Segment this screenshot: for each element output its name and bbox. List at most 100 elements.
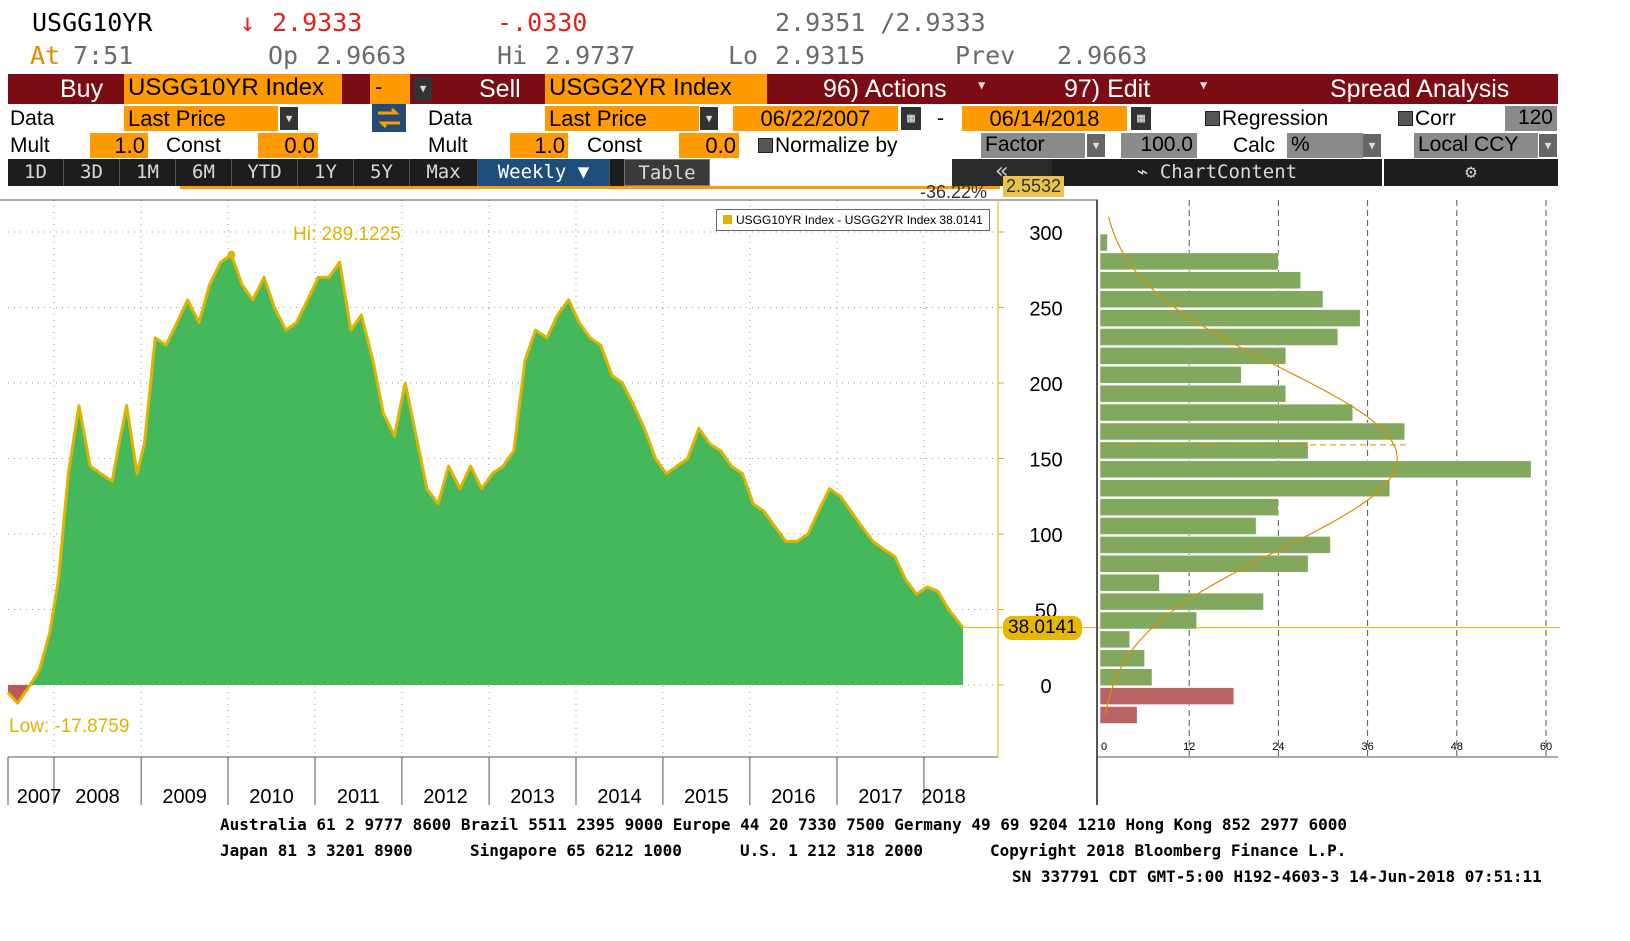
regression-checkbox[interactable] bbox=[1205, 111, 1220, 126]
footer-copyright: Copyright 2018 Bloomberg Finance L.P. bbox=[990, 841, 1347, 860]
histogram-bar bbox=[1099, 252, 1279, 271]
year-label: 2007 bbox=[17, 786, 62, 808]
year-label: 2017 bbox=[858, 786, 903, 808]
histogram-bar bbox=[1099, 573, 1160, 592]
end-calendar-icon[interactable]: ▦ bbox=[1131, 107, 1151, 130]
last-price: 2.9333 bbox=[272, 8, 363, 37]
y-tick-label: 100 bbox=[1029, 525, 1062, 547]
tab-1d[interactable]: 1D bbox=[8, 159, 64, 186]
buy-mult-label: Mult bbox=[10, 134, 50, 157]
corr-checkbox[interactable] bbox=[1398, 111, 1413, 126]
histogram-bar bbox=[1099, 460, 1532, 479]
hist-tick-label: 36 bbox=[1361, 741, 1373, 753]
high-annotation: Hi: 289.1225 bbox=[293, 224, 401, 245]
table-button[interactable]: Table bbox=[624, 159, 710, 186]
y-tick-label: 150 bbox=[1029, 450, 1062, 472]
histogram-bar bbox=[1099, 403, 1353, 422]
buy-security-field[interactable]: USGG10YR Index bbox=[124, 74, 342, 104]
hist-tick-label: 60 bbox=[1540, 741, 1552, 753]
sell-data-dropdown-icon[interactable]: ▼ bbox=[700, 107, 718, 130]
start-date-field[interactable]: 06/22/2007 bbox=[733, 106, 898, 131]
histogram-bar bbox=[1099, 441, 1309, 460]
histogram-bar bbox=[1099, 347, 1287, 365]
normalize-label: Normalize by bbox=[775, 134, 898, 157]
histogram-bar bbox=[1099, 611, 1197, 630]
chart-content-button[interactable]: ⌁ ChartContent bbox=[1052, 159, 1382, 186]
year-label: 2009 bbox=[162, 786, 207, 808]
histogram-bar bbox=[1099, 536, 1331, 554]
y-tick-label: 300 bbox=[1029, 223, 1062, 245]
operator-dropdown-icon[interactable]: ▼ bbox=[414, 77, 432, 101]
edit-menu[interactable]: 97) Edit bbox=[1064, 75, 1151, 103]
tab-3d[interactable]: 3D bbox=[64, 159, 120, 186]
factor-dropdown-icon[interactable]: ▼ bbox=[1087, 134, 1105, 157]
histogram-bar bbox=[1099, 384, 1287, 403]
actions-dropdown-icon[interactable]: ▼ bbox=[978, 78, 986, 92]
currency-field[interactable]: Local CCY bbox=[1414, 133, 1538, 158]
tab-weekly[interactable]: Weekly ▼ bbox=[478, 159, 610, 186]
swap-icon[interactable] bbox=[372, 104, 406, 132]
footer-timestamp: SN 337791 CDT GMT-5:00 H192-4603-3 14-Ju… bbox=[1012, 867, 1542, 886]
histogram-bar bbox=[1099, 687, 1235, 705]
histogram-bar bbox=[1099, 706, 1138, 724]
prev-value: 2.9663 bbox=[1057, 41, 1148, 70]
chart-legend: USGG10YR Index - USGG2YR Index 38.0141 bbox=[716, 209, 990, 231]
calc-dropdown-icon[interactable]: ▼ bbox=[1363, 134, 1381, 157]
calc-field[interactable]: % bbox=[1287, 133, 1363, 158]
tab-1m[interactable]: 1M bbox=[120, 159, 176, 186]
year-label: 2008 bbox=[75, 786, 120, 808]
corr-window-field[interactable]: 120 bbox=[1505, 106, 1557, 131]
histogram-bar bbox=[1099, 366, 1242, 384]
start-calendar-icon[interactable]: ▦ bbox=[901, 107, 921, 130]
prev-label: Prev bbox=[955, 41, 1016, 70]
buy-const-field[interactable]: 0.0 bbox=[258, 133, 318, 158]
hist-tick-label: 48 bbox=[1451, 741, 1463, 753]
calc-label: Calc bbox=[1233, 134, 1276, 157]
buy-const-label: Const bbox=[166, 134, 221, 157]
currency-dropdown-icon[interactable]: ▼ bbox=[1539, 134, 1557, 157]
histogram-bar bbox=[1099, 498, 1279, 516]
year-label: 2018 bbox=[921, 786, 966, 808]
last-value-tag: 38.0141 bbox=[1003, 616, 1082, 640]
end-date-field[interactable]: 06/14/2018 bbox=[962, 106, 1127, 131]
sell-security-field[interactable]: USGG2YR Index bbox=[545, 74, 767, 104]
operator-field[interactable]: - bbox=[370, 74, 410, 104]
net-change: -.0330 bbox=[497, 8, 588, 37]
normalize-checkbox[interactable] bbox=[758, 138, 773, 153]
sell-const-field[interactable]: 0.0 bbox=[679, 133, 739, 158]
buy-mult-field[interactable]: 1.0 bbox=[90, 133, 148, 158]
tab-ytd[interactable]: YTD bbox=[232, 159, 298, 186]
sell-data-field[interactable]: Last Price bbox=[545, 106, 699, 131]
histogram-bar bbox=[1099, 309, 1361, 327]
actions-menu[interactable]: 96) Actions bbox=[823, 75, 947, 103]
gear-icon[interactable]: ⚙ bbox=[1384, 159, 1558, 186]
open-label: Op bbox=[268, 41, 299, 70]
hist-tick-label: 24 bbox=[1272, 741, 1284, 753]
edit-dropdown-icon[interactable]: ▼ bbox=[1200, 78, 1208, 92]
tab-1y[interactable]: 1Y bbox=[298, 159, 354, 186]
hist-tick-label: 12 bbox=[1183, 741, 1195, 753]
sell-mult-field[interactable]: 1.0 bbox=[510, 133, 568, 158]
year-label: 2011 bbox=[337, 786, 380, 808]
factor-field[interactable]: Factor bbox=[981, 133, 1085, 158]
buy-data-field[interactable]: Last Price bbox=[124, 106, 278, 131]
low-annotation: Low: -17.8759 bbox=[9, 716, 130, 737]
tab-max[interactable]: Max bbox=[410, 159, 478, 186]
tab-5y[interactable]: 5Y bbox=[354, 159, 410, 186]
low-label: Lo bbox=[728, 41, 759, 70]
chart-icon: ⌁ bbox=[1136, 161, 1149, 183]
histogram-bar bbox=[1099, 422, 1406, 441]
histogram-bar bbox=[1099, 517, 1257, 535]
year-label: 2013 bbox=[510, 786, 555, 808]
factor-value-field[interactable]: 100.0 bbox=[1121, 133, 1197, 158]
corr-label: Corr bbox=[1415, 107, 1456, 130]
chart-axes bbox=[0, 199, 1558, 805]
year-label: 2012 bbox=[423, 786, 468, 808]
high-label: Hi bbox=[497, 41, 528, 70]
tab-6m[interactable]: 6M bbox=[176, 159, 232, 186]
histogram-bar bbox=[1099, 630, 1130, 649]
histogram-bar bbox=[1099, 668, 1153, 686]
buy-data-dropdown-icon[interactable]: ▼ bbox=[280, 107, 298, 130]
overlay-percent: -36.22% bbox=[920, 182, 988, 202]
